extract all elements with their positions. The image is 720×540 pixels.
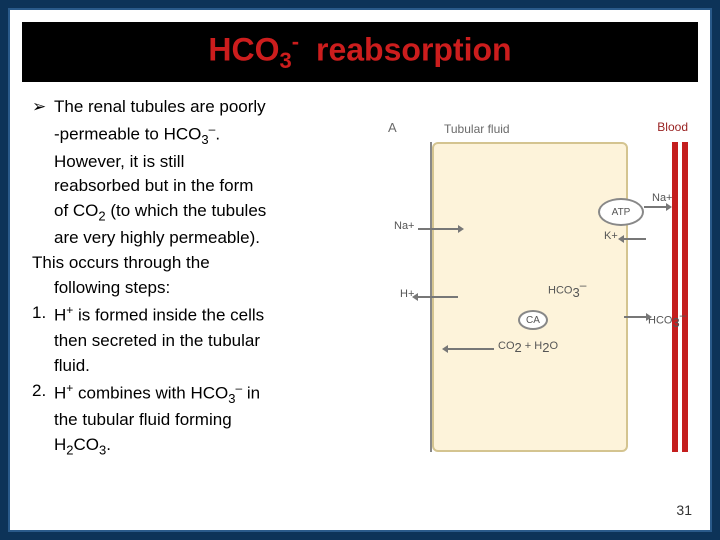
continuation-row: reabsorbed but in the form — [32, 175, 387, 198]
continuation-row: then secreted in the tubular — [32, 330, 387, 353]
title-suffix: reabsorption — [316, 32, 512, 68]
continuation-row: -permeable to HCO3–. — [32, 121, 387, 149]
numbered-row: 1.H+ is formed inside the cells — [32, 302, 387, 328]
indent-spacer — [32, 277, 54, 300]
continuation-row: However, it is still — [32, 151, 387, 174]
title-sub: 3 — [280, 49, 292, 74]
continuation-text: then secreted in the tubular — [54, 330, 387, 353]
continuation-row: of CO2 (to which the tubules — [32, 200, 387, 225]
diagram-label-a: A — [388, 120, 397, 135]
diagram-arrow-na-out — [644, 206, 666, 208]
continuation-row: the tubular fluid forming — [32, 409, 387, 432]
continuation-row: are very highly permeable). — [32, 227, 387, 250]
indent-spacer — [32, 330, 54, 353]
bullet-row: ➢The renal tubules are poorly — [32, 96, 387, 119]
continuation-text: H2CO3. — [54, 434, 387, 459]
diagram-label-blood: Blood — [657, 120, 688, 134]
indent-spacer — [32, 200, 54, 225]
numbered-row: 2.H+ combines with HCO3– in — [32, 380, 387, 408]
diagram-atp-oval: ATP — [598, 198, 644, 226]
title-box: HCO3- reabsorption — [22, 22, 698, 82]
indent-spacer — [32, 227, 54, 250]
title-sup: - — [292, 29, 299, 54]
diagram-label-tubular: Tubular fluid — [444, 122, 510, 136]
diagram-arrow-na-in — [418, 228, 458, 230]
continuation-text: following steps: — [54, 277, 387, 300]
body-text: ➢The renal tubules are poorly -permeable… — [32, 96, 387, 461]
diagram-arrow-k-in — [624, 238, 646, 240]
diagram-arrow-h-out — [418, 296, 458, 298]
continuation-row: H2CO3. — [32, 434, 387, 459]
diagram-k: K+ — [604, 230, 618, 242]
continuation-text: reabsorbed but in the form — [54, 175, 387, 198]
bullet-glyph: ➢ — [32, 96, 54, 119]
continuation-text: are very highly permeable). — [54, 227, 387, 250]
numbered-text: H+ combines with HCO3– in — [54, 380, 387, 408]
number-mark: 1. — [32, 302, 54, 328]
diagram: A Tubular fluid Blood Na+ H+ ATP Na+ K+ … — [388, 120, 688, 480]
plain-row: This occurs through the — [32, 252, 387, 275]
continuation-text: the tubular fluid forming — [54, 409, 387, 432]
title-prefix: HCO — [208, 32, 279, 68]
number-mark: 2. — [32, 380, 54, 408]
diagram-blood-wall — [672, 142, 678, 452]
continuation-text: However, it is still — [54, 151, 387, 174]
numbered-text: H+ is formed inside the cells — [54, 302, 387, 328]
indent-spacer — [32, 434, 54, 459]
page-number: 31 — [676, 502, 692, 518]
diagram-hco3-right: HCO3– — [648, 308, 686, 330]
indent-spacer — [32, 151, 54, 174]
bullet-text: The renal tubules are poorly — [54, 96, 387, 119]
indent-spacer — [32, 409, 54, 432]
continuation-text: -permeable to HCO3–. — [54, 121, 387, 149]
indent-spacer — [32, 121, 54, 149]
diagram-na-left: Na+ — [394, 220, 415, 232]
continuation-row: following steps: — [32, 277, 387, 300]
diagram-blood-wall2 — [682, 142, 688, 452]
indent-spacer — [32, 355, 54, 378]
continuation-row: fluid. — [32, 355, 387, 378]
continuation-text: fluid. — [54, 355, 387, 378]
slide-frame: HCO3- reabsorption ➢The renal tubules ar… — [8, 8, 712, 532]
slide-title: HCO3- reabsorption — [208, 29, 511, 74]
diagram-co2h2o: CO2 + H2O — [498, 340, 558, 355]
diagram-arrow-co2 — [448, 348, 494, 350]
diagram-arrow-hco3-out — [624, 316, 646, 318]
diagram-cell — [432, 142, 628, 452]
indent-spacer — [32, 175, 54, 198]
continuation-text: of CO2 (to which the tubules — [54, 200, 387, 225]
diagram-ca-oval: CA — [518, 310, 548, 330]
diagram-hco3-mid: HCO3– — [548, 278, 586, 300]
